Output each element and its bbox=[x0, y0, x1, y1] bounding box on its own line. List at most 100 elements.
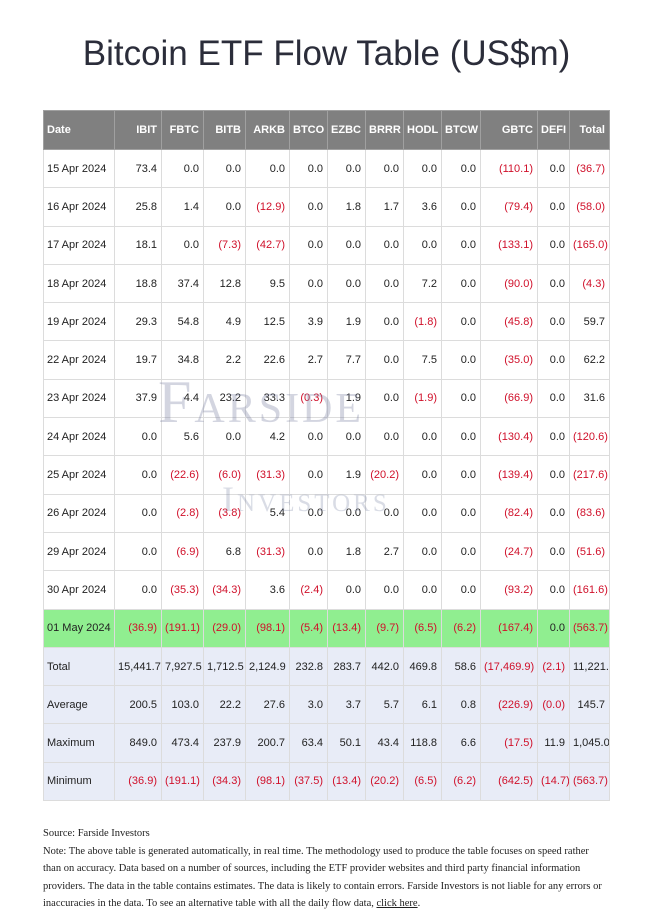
value-cell-ibit: 15,441.7 bbox=[114, 646, 162, 687]
value-cell-btcw: (6.2) bbox=[441, 608, 481, 648]
value-cell-gbtc: (642.5) bbox=[480, 761, 538, 802]
column-header-gbtc: GBTC bbox=[480, 110, 538, 150]
value-cell-btco: 63.4 bbox=[289, 723, 328, 763]
value-cell-btco: (0.3) bbox=[289, 378, 328, 419]
footer-end: . bbox=[417, 898, 421, 909]
value-cell-fbtc: (35.3) bbox=[161, 570, 204, 610]
value-cell-hodl: 0.0 bbox=[403, 225, 442, 265]
value-cell-fbtc: 34.8 bbox=[161, 340, 204, 380]
value-cell-gbtc: (93.2) bbox=[480, 570, 538, 610]
column-header-bitb: BITB bbox=[203, 110, 246, 150]
value-cell-btcw: 0.0 bbox=[441, 187, 481, 227]
value-cell-total: (161.6) bbox=[569, 570, 610, 610]
table-row: 19 Apr 2024 29.3 54.8 4.9 12.5 3.9 1.9 0.0 (1.8)… bbox=[43, 302, 610, 342]
value-cell-brrr: (20.2) bbox=[365, 761, 404, 802]
value-cell-brrr: 0.0 bbox=[365, 570, 404, 610]
value-cell-btco: 3.0 bbox=[289, 685, 328, 725]
value-cell-ibit: 200.5 bbox=[114, 685, 162, 725]
value-cell-defi: 0.0 bbox=[537, 455, 570, 495]
row-label-cell: Total bbox=[43, 646, 115, 687]
value-cell-fbtc: 54.8 bbox=[161, 302, 204, 342]
value-cell-ezbc: 0.0 bbox=[327, 225, 366, 265]
value-cell-gbtc: (45.8) bbox=[480, 302, 538, 342]
value-cell-btcw: 0.0 bbox=[441, 417, 481, 457]
value-cell-gbtc: (24.7) bbox=[480, 531, 538, 572]
value-cell-btcw: 0.0 bbox=[441, 148, 481, 189]
value-cell-bitb: 12.8 bbox=[203, 263, 246, 304]
table-row: 22 Apr 2024 19.7 34.8 2.2 22.6 2.7 7.7 0.0 7.5 0.… bbox=[43, 340, 610, 380]
column-header-ezbc: EZBC bbox=[327, 110, 366, 150]
value-cell-total: (165.0) bbox=[569, 225, 610, 265]
value-cell-arkb: 27.6 bbox=[245, 685, 290, 725]
table-row: 16 Apr 2024 25.8 1.4 0.0 (12.9) 0.0 1.8 1.7 3.6 0… bbox=[43, 187, 610, 227]
value-cell-defi: 0.0 bbox=[537, 263, 570, 304]
value-cell-defi: 0.0 bbox=[537, 493, 570, 533]
column-header-btcw: BTCW bbox=[441, 110, 481, 150]
value-cell-hodl: 118.8 bbox=[403, 723, 442, 763]
value-cell-arkb: 9.5 bbox=[245, 263, 290, 304]
value-cell-btco: 0.0 bbox=[289, 187, 328, 227]
column-header-total: Total bbox=[569, 110, 610, 150]
value-cell-defi: 0.0 bbox=[537, 148, 570, 189]
value-cell-total: (83.6) bbox=[569, 493, 610, 533]
value-cell-total: 145.7 bbox=[569, 685, 610, 725]
value-cell-brrr: 0.0 bbox=[365, 493, 404, 533]
value-cell-ezbc: 1.8 bbox=[327, 531, 366, 572]
value-cell-btco: (2.4) bbox=[289, 570, 328, 610]
table-body: 15 Apr 2024 73.4 0.0 0.0 0.0 0.0 0.0 0.0 0.0 0.0(… bbox=[43, 148, 610, 802]
summary-row: Total 15,441.7 7,927.5 1,712.5 2,124.9 232.8 2… bbox=[43, 646, 610, 687]
value-cell-ibit: 0.0 bbox=[114, 417, 162, 457]
value-cell-total: (217.6) bbox=[569, 455, 610, 495]
value-cell-total: 1,045.0 bbox=[569, 723, 610, 763]
value-cell-defi: 0.0 bbox=[537, 187, 570, 227]
alternative-table-link[interactable]: click here bbox=[376, 898, 418, 909]
value-cell-ibit: 0.0 bbox=[114, 455, 162, 495]
column-header-btco: BTCO bbox=[289, 110, 328, 150]
value-cell-arkb: 4.2 bbox=[245, 417, 290, 457]
value-cell-ibit: (36.9) bbox=[114, 761, 162, 802]
value-cell-bitb: (6.0) bbox=[203, 455, 246, 495]
summary-row: Maximum 849.0 473.4 237.9 200.7 63.4 50.1 43.4 1… bbox=[43, 723, 610, 763]
value-cell-bitb: 22.2 bbox=[203, 685, 246, 725]
value-cell-total: (4.3) bbox=[569, 263, 610, 304]
table-row: 23 Apr 2024 37.9 4.4 23.2 33.3 (0.3) 1.9 0.0 (1.… bbox=[43, 378, 610, 419]
value-cell-gbtc: (90.0) bbox=[480, 263, 538, 304]
value-cell-hodl: (1.9) bbox=[403, 378, 442, 419]
value-cell-btco: 0.0 bbox=[289, 493, 328, 533]
value-cell-arkb: (31.3) bbox=[245, 531, 290, 572]
flow-table-container: Date IBIT FBTC BITB ARKB BTCO EZBC BRRR HODL BTCW… bbox=[43, 110, 610, 802]
footer-source: Source: Farside Investors bbox=[43, 828, 150, 839]
summary-row: Average 200.5 103.0 22.2 27.6 3.0 3.7 5.7 6.1 0.8… bbox=[43, 685, 610, 725]
value-cell-btcw: 0.0 bbox=[441, 531, 481, 572]
value-cell-total: 31.6 bbox=[569, 378, 610, 419]
value-cell-fbtc: 473.4 bbox=[161, 723, 204, 763]
value-cell-ezbc: 7.7 bbox=[327, 340, 366, 380]
row-label-cell: 25 Apr 2024 bbox=[43, 455, 115, 495]
row-label-cell: 15 Apr 2024 bbox=[43, 148, 115, 189]
value-cell-defi: 0.0 bbox=[537, 570, 570, 610]
value-cell-hodl: (6.5) bbox=[403, 761, 442, 802]
value-cell-ibit: 37.9 bbox=[114, 378, 162, 419]
value-cell-defi: 0.0 bbox=[537, 378, 570, 419]
row-label-cell: Maximum bbox=[43, 723, 115, 763]
value-cell-bitb: (7.3) bbox=[203, 225, 246, 265]
page-title: Bitcoin ETF Flow Table (US$m) bbox=[82, 34, 571, 73]
value-cell-hodl: 7.5 bbox=[403, 340, 442, 380]
value-cell-defi: (0.0) bbox=[537, 685, 570, 725]
value-cell-btcw: 0.0 bbox=[441, 493, 481, 533]
value-cell-brrr: 0.0 bbox=[365, 417, 404, 457]
value-cell-bitb: 23.2 bbox=[203, 378, 246, 419]
column-header-fbtc: FBTC bbox=[161, 110, 204, 150]
value-cell-hodl: 0.0 bbox=[403, 570, 442, 610]
value-cell-fbtc: (6.9) bbox=[161, 531, 204, 572]
value-cell-hodl: 3.6 bbox=[403, 187, 442, 227]
value-cell-arkb: 0.0 bbox=[245, 148, 290, 189]
value-cell-gbtc: (226.9) bbox=[480, 685, 538, 725]
value-cell-brrr: (9.7) bbox=[365, 608, 404, 648]
value-cell-ezbc: 0.0 bbox=[327, 570, 366, 610]
value-cell-btcw: 0.0 bbox=[441, 225, 481, 265]
value-cell-bitb: 0.0 bbox=[203, 148, 246, 189]
value-cell-arkb: 200.7 bbox=[245, 723, 290, 763]
table-row: 30 Apr 2024 0.0 (35.3) (34.3) 3.6 (2.4) 0.0 0.0… bbox=[43, 570, 610, 610]
row-label-cell: 16 Apr 2024 bbox=[43, 187, 115, 227]
